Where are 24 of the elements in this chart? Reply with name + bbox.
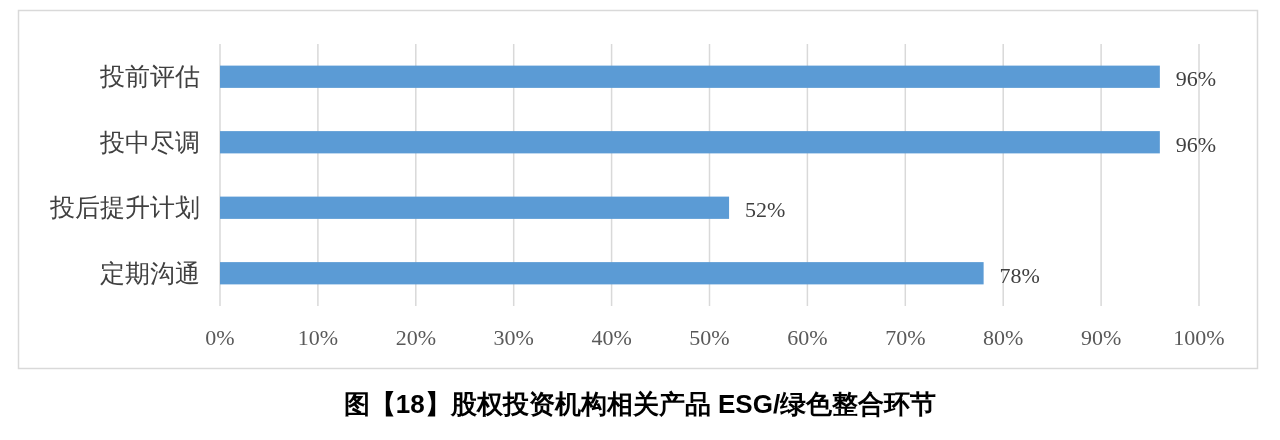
data-label: 96% <box>1175 131 1217 157</box>
y-tick-label: 投前评估 <box>99 63 200 91</box>
bar <box>220 65 1160 88</box>
x-tick-label: 50% <box>689 324 730 350</box>
x-tick-label: 60% <box>787 324 828 350</box>
bar <box>220 262 984 285</box>
x-tick-label: 10% <box>297 324 339 350</box>
x-tick-label: 90% <box>1080 324 1122 350</box>
y-tick-label: 投中尽调 <box>99 128 200 156</box>
data-label: 96% <box>1175 66 1217 92</box>
x-tick-label: 30% <box>493 324 534 350</box>
bar <box>220 196 730 219</box>
x-tick-label: 40% <box>591 324 632 350</box>
y-tick-label: 定期沟通 <box>100 259 200 287</box>
data-label: 78% <box>999 262 1040 288</box>
text: 图【18】股权投资机构相关产品 ESG/绿色整合环节 <box>343 389 937 419</box>
data-label: 52% <box>745 197 786 223</box>
x-tick-label: 0% <box>205 324 235 350</box>
bar <box>220 131 1160 154</box>
x-tick-label: 20% <box>395 324 436 350</box>
y-tick-label: 投后提升计划 <box>49 194 200 222</box>
x-tick-label: 80% <box>983 324 1024 350</box>
x-tick-label: 100% <box>1173 324 1225 350</box>
x-tick-label: 70% <box>885 324 926 350</box>
